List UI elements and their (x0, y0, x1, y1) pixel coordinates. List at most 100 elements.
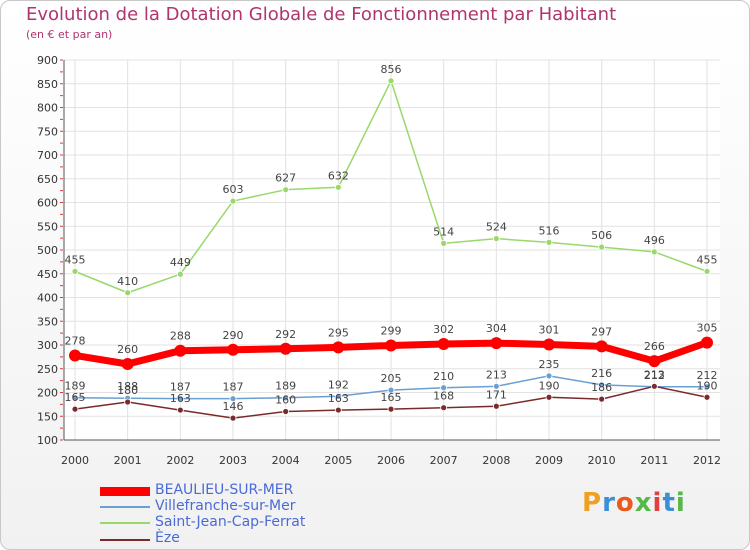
data-point-ze (650, 382, 658, 390)
x-tick-label: 2004 (272, 454, 300, 467)
data-label-beaulieu-sur-mer: 290 (223, 329, 244, 342)
data-label-beaulieu-sur-mer: 266 (644, 340, 665, 353)
x-tick-label: 2008 (482, 454, 510, 467)
data-point-saint-jean-cap-ferrat (71, 267, 79, 275)
data-label-saint-jean-cap-ferrat: 514 (433, 225, 454, 238)
legend-label-saint-jean: Saint-Jean-Cap-Ferrat (155, 514, 306, 530)
data-point-saint-jean-cap-ferrat (545, 238, 553, 246)
data-point-saint-jean-cap-ferrat (229, 197, 237, 205)
data-label-saint-jean-cap-ferrat: 632 (328, 169, 349, 182)
y-tick-label: 700 (37, 149, 58, 162)
data-label-beaulieu-sur-mer: 260 (117, 343, 138, 356)
legend-swatch-villefranche (100, 506, 150, 508)
data-label-beaulieu-sur-mer: 292 (275, 328, 296, 341)
y-tick-label: 650 (37, 173, 58, 186)
data-point-saint-jean-cap-ferrat (387, 77, 395, 85)
data-label-beaulieu-sur-mer: 278 (65, 334, 86, 347)
data-point-ze (703, 393, 711, 401)
data-point-villefranche-sur-mer (703, 383, 711, 391)
data-label-beaulieu-sur-mer: 305 (697, 322, 718, 335)
data-point-ze (440, 404, 448, 412)
data-label-beaulieu-sur-mer: 302 (433, 323, 454, 336)
x-tick-label: 2010 (588, 454, 616, 467)
data-label-ze: 163 (170, 392, 191, 405)
data-point-villefranche-sur-mer (176, 395, 184, 403)
data-point-saint-jean-cap-ferrat (598, 243, 606, 251)
data-label-ze: 190 (697, 379, 718, 392)
data-label-beaulieu-sur-mer: 288 (170, 330, 191, 343)
data-label-ze: 213 (644, 368, 665, 381)
logo-letter: r (602, 488, 616, 518)
logo-letter: i (652, 488, 663, 518)
data-label-saint-jean-cap-ferrat: 627 (275, 172, 296, 185)
y-tick-label: 100 (37, 434, 58, 447)
data-point-saint-jean-cap-ferrat (650, 248, 658, 256)
data-point-villefranche-sur-mer (492, 382, 500, 390)
logo-letter: t (662, 488, 676, 518)
data-label-ze: 160 (275, 394, 296, 407)
data-label-villefranche-sur-mer: 216 (591, 367, 612, 380)
data-point-beaulieu-sur-mer (437, 338, 450, 351)
y-tick-label: 450 (37, 268, 58, 281)
y-tick-label: 250 (37, 363, 58, 376)
data-point-beaulieu-sur-mer (174, 344, 187, 357)
data-label-saint-jean-cap-ferrat: 449 (170, 256, 191, 269)
data-label-saint-jean-cap-ferrat: 506 (591, 229, 612, 242)
data-label-villefranche-sur-mer: 187 (170, 381, 191, 394)
data-point-saint-jean-cap-ferrat (334, 183, 342, 191)
data-point-saint-jean-cap-ferrat (492, 235, 500, 243)
data-label-villefranche-sur-mer: 213 (486, 368, 507, 381)
data-point-beaulieu-sur-mer (227, 343, 239, 356)
data-label-villefranche-sur-mer: 189 (275, 380, 296, 393)
data-label-villefranche-sur-mer: 212 (697, 369, 718, 382)
chart-title: Evolution de la Dotation Globale de Fonc… (26, 4, 617, 25)
x-tick-label: 2002 (166, 454, 194, 467)
y-tick-label: 600 (37, 197, 58, 210)
x-tick-label: 2001 (114, 454, 142, 467)
data-point-saint-jean-cap-ferrat (124, 289, 132, 297)
data-label-ze: 165 (381, 391, 402, 404)
x-tick-label: 2009 (535, 454, 563, 467)
data-point-ze (334, 406, 342, 414)
data-label-saint-jean-cap-ferrat: 603 (223, 183, 244, 196)
data-point-beaulieu-sur-mer (121, 358, 134, 370)
data-point-villefranche-sur-mer (282, 394, 290, 402)
y-tick-label: 800 (37, 102, 58, 115)
data-label-ze: 163 (328, 392, 349, 405)
data-label-beaulieu-sur-mer: 301 (539, 324, 560, 337)
data-point-villefranche-sur-mer (229, 395, 237, 403)
data-label-beaulieu-sur-mer: 295 (328, 326, 349, 339)
data-label-ze: 168 (433, 390, 454, 403)
data-label-ze: 186 (591, 381, 612, 394)
data-label-ze: 180 (117, 384, 138, 397)
y-tick-label: 550 (37, 220, 58, 233)
data-point-villefranche-sur-mer (440, 384, 448, 392)
x-tick-label: 2006 (377, 454, 405, 467)
y-tick-label: 900 (37, 54, 58, 67)
data-point-beaulieu-sur-mer (279, 342, 292, 355)
data-label-ze: 165 (65, 391, 86, 404)
y-tick-label: 850 (37, 78, 58, 91)
data-label-villefranche-sur-mer: 210 (433, 370, 454, 383)
x-tick-label: 2012 (693, 454, 721, 467)
data-point-beaulieu-sur-mer (595, 340, 608, 353)
legend-label-beaulieu: BEAULIEU-SUR-MER (155, 482, 294, 498)
data-point-saint-jean-cap-ferrat (176, 270, 184, 278)
data-point-beaulieu-sur-mer (490, 337, 503, 350)
legend-swatch-beaulieu (100, 487, 150, 496)
data-point-ze (282, 408, 290, 415)
data-label-ze: 146 (223, 400, 244, 413)
data-label-saint-jean-cap-ferrat: 455 (65, 253, 86, 266)
logo-letter: P (582, 488, 603, 518)
data-label-saint-jean-cap-ferrat: 856 (381, 63, 402, 76)
data-label-villefranche-sur-mer: 235 (539, 358, 560, 371)
logo-letter: x (634, 488, 653, 518)
data-point-beaulieu-sur-mer (332, 341, 345, 354)
data-point-ze (387, 405, 395, 413)
data-label-beaulieu-sur-mer: 299 (381, 324, 402, 337)
data-point-ze (176, 406, 184, 414)
y-tick-label: 150 (37, 410, 58, 423)
data-label-saint-jean-cap-ferrat: 410 (117, 275, 138, 288)
legend-swatch-saint-jean (100, 522, 150, 524)
